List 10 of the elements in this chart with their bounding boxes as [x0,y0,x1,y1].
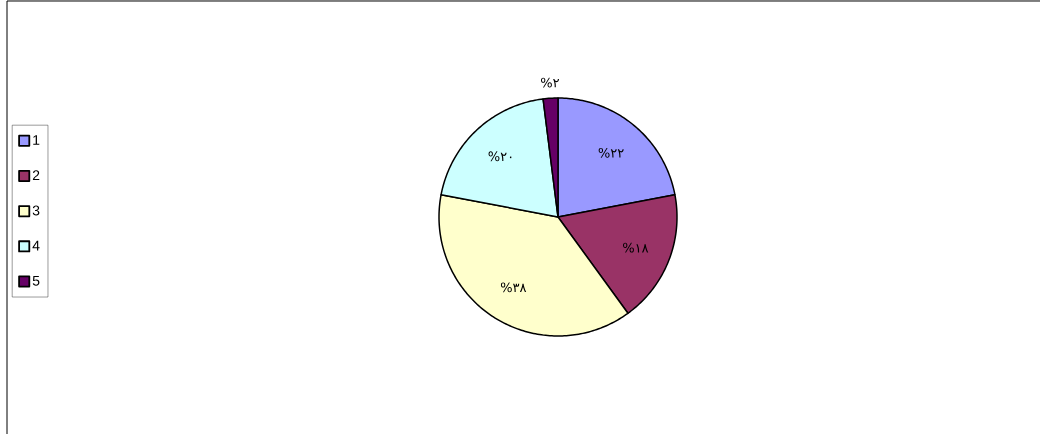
data-label: %۲۲ [598,147,624,158]
legend-label: 1 [33,135,40,145]
data-label: %۲ [540,77,560,88]
data-label: %۱۸ [623,242,649,253]
legend-label: 5 [32,275,40,286]
legend-label: 4 [32,240,40,251]
data-label: %۳۸ [500,282,527,293]
data-label: %۲۰ [488,151,512,162]
legend-label: 3 [32,205,40,216]
legend-label: 2 [32,170,40,181]
